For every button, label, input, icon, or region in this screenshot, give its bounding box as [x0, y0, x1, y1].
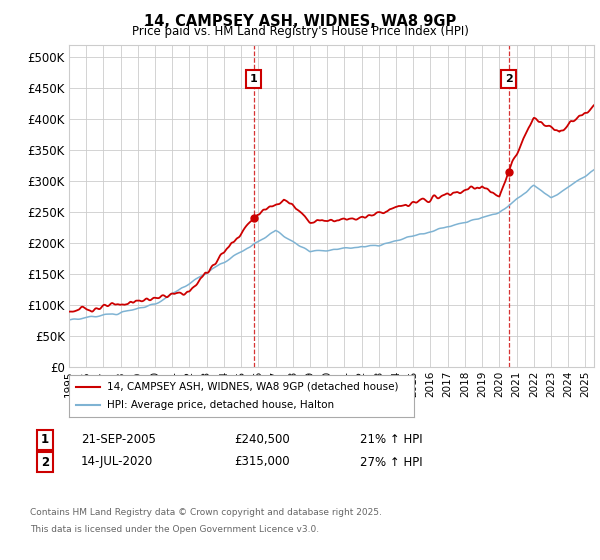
Text: 1: 1	[41, 433, 49, 446]
Text: 2: 2	[41, 455, 49, 469]
Text: Contains HM Land Registry data © Crown copyright and database right 2025.: Contains HM Land Registry data © Crown c…	[30, 508, 382, 517]
Text: 14-JUL-2020: 14-JUL-2020	[81, 455, 153, 469]
Text: 1: 1	[250, 74, 257, 84]
Text: This data is licensed under the Open Government Licence v3.0.: This data is licensed under the Open Gov…	[30, 525, 319, 534]
Text: £240,500: £240,500	[234, 433, 290, 446]
Text: HPI: Average price, detached house, Halton: HPI: Average price, detached house, Halt…	[107, 400, 334, 410]
Text: 14, CAMPSEY ASH, WIDNES, WA8 9GP: 14, CAMPSEY ASH, WIDNES, WA8 9GP	[144, 14, 456, 29]
Text: 21-SEP-2005: 21-SEP-2005	[81, 433, 156, 446]
Text: 14, CAMPSEY ASH, WIDNES, WA8 9GP (detached house): 14, CAMPSEY ASH, WIDNES, WA8 9GP (detach…	[107, 382, 398, 392]
Text: 2: 2	[505, 74, 512, 84]
Text: Price paid vs. HM Land Registry's House Price Index (HPI): Price paid vs. HM Land Registry's House …	[131, 25, 469, 38]
Text: 27% ↑ HPI: 27% ↑ HPI	[360, 455, 422, 469]
Text: 21% ↑ HPI: 21% ↑ HPI	[360, 433, 422, 446]
Text: £315,000: £315,000	[234, 455, 290, 469]
